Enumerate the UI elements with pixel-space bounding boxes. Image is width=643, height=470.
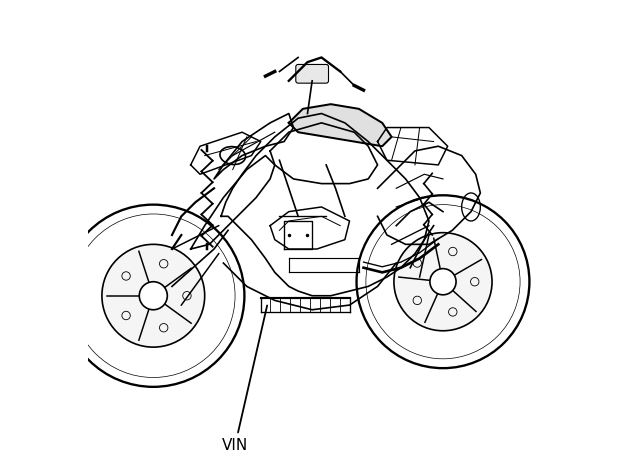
- Circle shape: [140, 282, 167, 310]
- Circle shape: [430, 269, 456, 295]
- Circle shape: [394, 233, 492, 331]
- Circle shape: [102, 244, 204, 347]
- Text: VIN: VIN: [222, 306, 267, 453]
- Polygon shape: [289, 104, 392, 146]
- FancyBboxPatch shape: [296, 64, 329, 83]
